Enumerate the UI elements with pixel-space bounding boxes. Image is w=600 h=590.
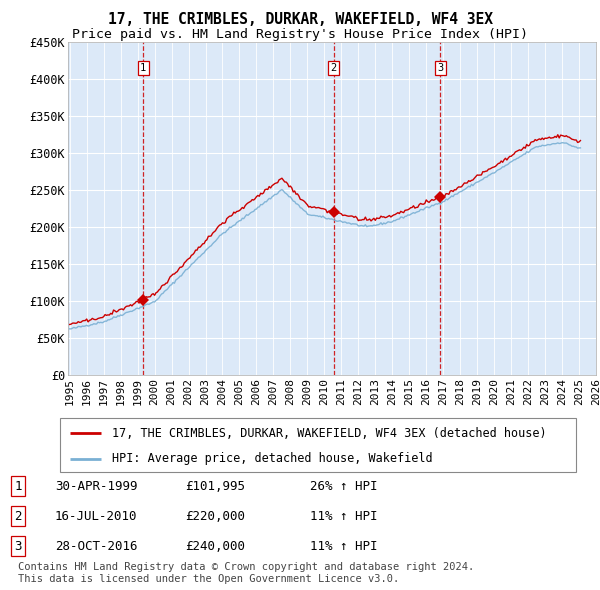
- Text: 2: 2: [14, 510, 22, 523]
- Text: 17, THE CRIMBLES, DURKAR, WAKEFIELD, WF4 3EX: 17, THE CRIMBLES, DURKAR, WAKEFIELD, WF4…: [107, 12, 493, 27]
- Text: £101,995: £101,995: [185, 480, 245, 493]
- Text: 2: 2: [331, 63, 337, 73]
- Text: HPI: Average price, detached house, Wakefield: HPI: Average price, detached house, Wake…: [112, 452, 432, 465]
- Text: 3: 3: [14, 539, 22, 552]
- Text: Price paid vs. HM Land Registry's House Price Index (HPI): Price paid vs. HM Land Registry's House …: [72, 28, 528, 41]
- Text: Contains HM Land Registry data © Crown copyright and database right 2024.
This d: Contains HM Land Registry data © Crown c…: [18, 562, 474, 584]
- FancyBboxPatch shape: [60, 418, 576, 472]
- Text: £240,000: £240,000: [185, 539, 245, 552]
- Text: 26% ↑ HPI: 26% ↑ HPI: [310, 480, 377, 493]
- Text: 1: 1: [14, 480, 22, 493]
- Text: £220,000: £220,000: [185, 510, 245, 523]
- Text: 1: 1: [140, 63, 146, 73]
- Text: 17, THE CRIMBLES, DURKAR, WAKEFIELD, WF4 3EX (detached house): 17, THE CRIMBLES, DURKAR, WAKEFIELD, WF4…: [112, 427, 546, 440]
- Text: 3: 3: [437, 63, 443, 73]
- Text: 11% ↑ HPI: 11% ↑ HPI: [310, 510, 377, 523]
- Text: 28-OCT-2016: 28-OCT-2016: [55, 539, 137, 552]
- Text: 16-JUL-2010: 16-JUL-2010: [55, 510, 137, 523]
- Text: 11% ↑ HPI: 11% ↑ HPI: [310, 539, 377, 552]
- Text: 30-APR-1999: 30-APR-1999: [55, 480, 137, 493]
